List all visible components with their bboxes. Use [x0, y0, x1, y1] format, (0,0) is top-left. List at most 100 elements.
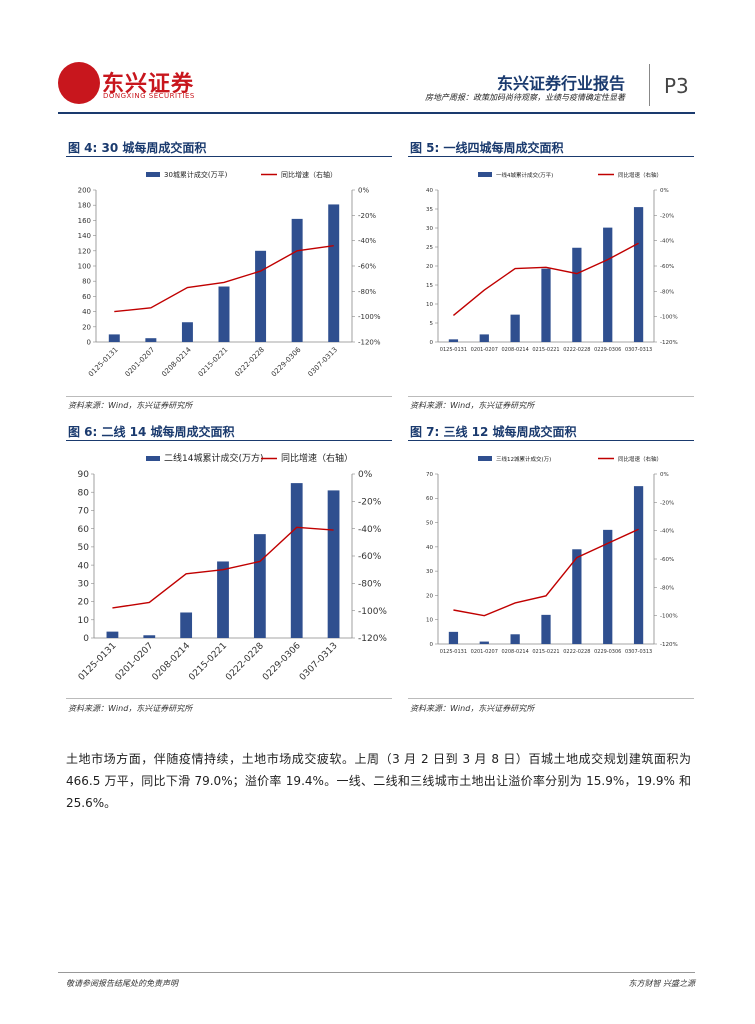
- logo-icon: [58, 62, 100, 104]
- legend-bar-swatch: [146, 456, 160, 461]
- body-paragraph: 土地市场方面，伴随疫情持续，土地市场成交疲软。上周（3 月 2 日到 3 月 8…: [66, 752, 691, 810]
- figure-6-title: 图 6: 二线 14 城每周成交面积: [68, 425, 235, 439]
- logo-text: 东兴证券: [102, 72, 195, 97]
- right-tick-label: -120%: [660, 340, 678, 346]
- x-tick-label: 0229-0306: [270, 345, 303, 378]
- left-tick-label: 25: [426, 245, 433, 251]
- right-tick-label: -20%: [358, 212, 376, 220]
- bar: [327, 490, 340, 638]
- right-tick-label: -120%: [358, 338, 381, 346]
- right-tick-label: 0%: [660, 188, 669, 194]
- x-tick-label: 0201-0207: [471, 649, 498, 655]
- left-tick-label: 80: [78, 488, 90, 498]
- footer-rule: [58, 972, 695, 973]
- left-tick-label: 35: [426, 207, 433, 213]
- x-tick-label: 0208-0214: [502, 649, 529, 655]
- left-tick-label: 30: [426, 226, 433, 232]
- x-tick-label: 0215-0221: [532, 347, 559, 353]
- right-tick-label: -60%: [660, 557, 674, 563]
- right-tick-label: -80%: [660, 289, 674, 295]
- figure-6-source-rule: [66, 698, 392, 699]
- header-separator: [649, 64, 650, 106]
- right-tick-label: -40%: [358, 525, 382, 535]
- left-tick-label: 50: [78, 543, 90, 553]
- figure-7-source-rule: [408, 698, 694, 699]
- x-tick-label: 0229-0306: [261, 641, 303, 683]
- report-title: 东兴证券行业报告: [496, 74, 625, 93]
- left-tick-label: 0: [430, 340, 434, 346]
- figure-5-chart: 一线4城累计成交(万平) 同比增速（右轴） 0 5 10 15 20 25 30 35 40 0% -2…: [426, 171, 678, 353]
- right-tick-label: -60%: [660, 264, 674, 270]
- left-tick-label: 20: [82, 323, 91, 331]
- x-tick-label: 0229-0306: [594, 347, 621, 353]
- right-tick-label: -40%: [660, 529, 674, 535]
- bar: [572, 549, 582, 644]
- bar: [603, 529, 613, 644]
- x-tick-label: 0307-0313: [298, 641, 340, 683]
- figure-7-source: 资料来源：Wind，东兴证券研究所: [410, 704, 535, 713]
- right-tick-label: -100%: [660, 614, 678, 620]
- left-tick-label: 30: [78, 579, 90, 589]
- bar: [181, 322, 193, 342]
- figure-4-title: 图 4: 30 城每周成交面积: [68, 141, 207, 155]
- left-tick-label: 60: [78, 525, 90, 535]
- bar: [479, 334, 489, 342]
- legend-line-label: 同比增速（右轴）: [281, 452, 353, 464]
- x-tick-label: 0208-0214: [502, 347, 529, 353]
- yoy-line: [453, 528, 639, 617]
- right-tick-label: -100%: [660, 315, 678, 321]
- bar: [448, 631, 459, 644]
- x-tick-label: 0222-0228: [224, 641, 266, 683]
- x-tick-label: 0215-0221: [197, 346, 230, 379]
- report-subtitle: 房地产周报：政策加码尚待观察，业绩与疫情确定性显著: [425, 93, 625, 102]
- x-tick-label: 0208-0214: [160, 345, 193, 378]
- bar: [633, 207, 644, 342]
- figure-5-title: 图 5: 一线四城每周成交面积: [410, 141, 564, 155]
- legend-bar-swatch: [478, 456, 492, 461]
- right-tick-label: -80%: [660, 585, 674, 591]
- left-tick-label: 10: [426, 618, 433, 624]
- bar: [541, 268, 551, 342]
- bar: [217, 561, 229, 638]
- left-tick-label: 0: [87, 338, 91, 346]
- legend-bar-label: 一线4城累计成交(万平): [496, 171, 553, 179]
- figure-4-rule: [66, 156, 392, 157]
- yoy-line: [452, 242, 639, 316]
- right-tick-label: -120%: [358, 634, 387, 644]
- x-tick-label: 0307-0313: [625, 347, 652, 353]
- right-tick-label: 0%: [358, 470, 373, 480]
- left-tick-label: 60: [426, 496, 433, 502]
- left-tick-label: 40: [426, 545, 433, 551]
- bar: [145, 338, 157, 342]
- figure-5-source-rule: [408, 396, 694, 397]
- x-tick-label: 0307-0313: [306, 346, 339, 379]
- x-tick-label: 0125-0131: [440, 649, 467, 655]
- right-tick-label: -20%: [660, 213, 674, 219]
- bar: [291, 218, 303, 342]
- bar: [218, 286, 230, 342]
- left-tick-label: 20: [426, 593, 433, 599]
- bar: [253, 534, 266, 638]
- figure-7-rule: [408, 440, 694, 441]
- right-tick-label: -80%: [358, 579, 382, 589]
- legend-bar-swatch: [478, 172, 492, 177]
- x-tick-label: 0222-0228: [563, 649, 590, 655]
- left-tick-label: 90: [78, 470, 90, 480]
- right-tick-label: -80%: [358, 288, 376, 296]
- right-tick-label: 0%: [660, 472, 669, 478]
- bar: [572, 247, 582, 342]
- x-tick-label: 0125-0131: [87, 346, 120, 379]
- bar: [479, 641, 489, 644]
- left-tick-label: 5: [430, 321, 434, 327]
- bar: [603, 227, 613, 342]
- bar: [541, 614, 551, 644]
- x-tick-label: 0215-0221: [187, 641, 229, 683]
- left-tick-label: 120: [78, 247, 91, 255]
- left-tick-label: 70: [78, 507, 90, 517]
- left-tick-label: 70: [426, 472, 433, 478]
- left-tick-label: 80: [82, 278, 91, 286]
- left-tick-label: 60: [82, 293, 91, 301]
- left-tick-label: 20: [426, 264, 433, 270]
- legend-bar-label: 30城累计成交(万平): [164, 170, 228, 179]
- right-tick-label: -20%: [358, 497, 382, 507]
